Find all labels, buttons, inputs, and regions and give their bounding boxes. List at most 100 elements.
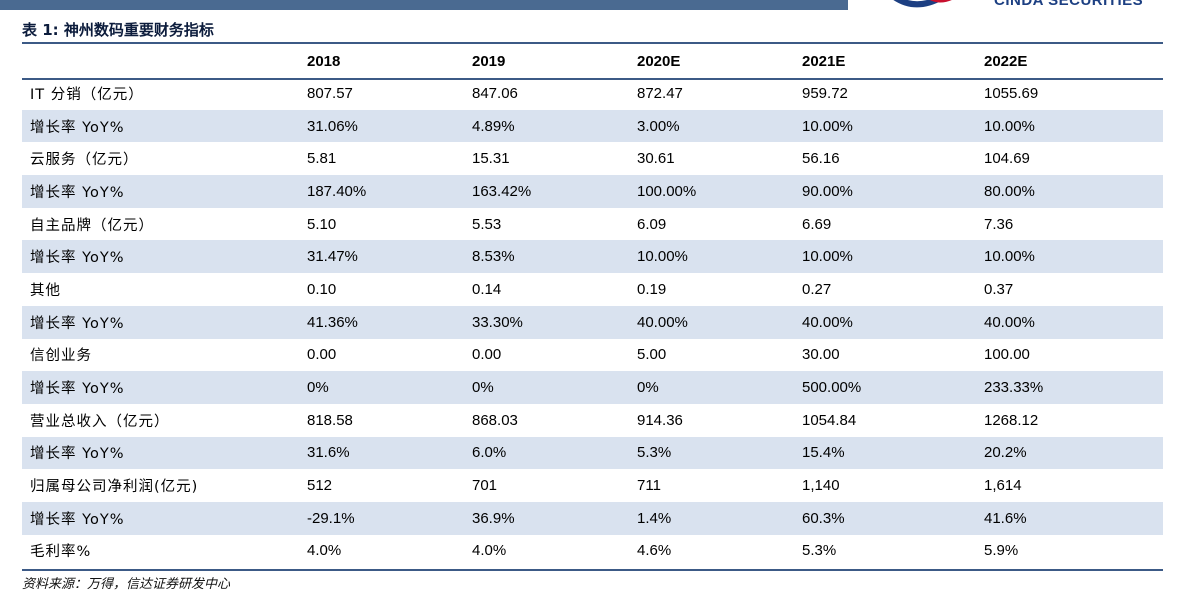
row-label: 增长率 YoY%	[22, 109, 299, 143]
bottom-rule	[22, 569, 1163, 571]
table-cell: 90.00%	[794, 175, 976, 208]
table-cell: 104.69	[984, 150, 1030, 168]
table-cell: 40.00%	[629, 305, 794, 339]
table-cell: 0%	[629, 371, 794, 404]
table-cell: 41.36%	[299, 305, 464, 339]
table-cell: 187.40%	[299, 175, 464, 208]
table-row: 增长率 YoY% 31.06% 4.89% 3.00% 10.00% 10.00%	[22, 109, 1163, 143]
table-cell: 914.36	[637, 411, 683, 429]
table-row: 归属母公司净利润(亿元) 512 701 711 1,140 1,614	[22, 469, 1163, 502]
table-cell: 33.30%	[464, 305, 629, 339]
table-cell: 31.6%	[299, 436, 464, 470]
header-rule	[22, 78, 1163, 80]
table-cell: 163.42%	[464, 175, 629, 208]
table-cell: 807.57	[307, 84, 353, 102]
logo-text: CINDA SECURITIES	[994, 0, 1144, 9]
table-body: IT 分销（亿元） 807.57 847.06 872.47 959.72 1055.69…	[22, 77, 1163, 567]
table-cell: 6.09	[637, 215, 667, 233]
table-cell: 15.4%	[794, 436, 976, 470]
table-cell: 10.00%	[976, 109, 1163, 143]
table-cell: 1,614	[984, 477, 1022, 495]
row-label: 增长率 YoY%	[22, 436, 299, 470]
table-cell: 41.6%	[976, 501, 1163, 535]
table-cell: 959.72	[802, 84, 848, 102]
table-cell: 0.19	[637, 280, 667, 298]
table-cell: 872.47	[637, 84, 683, 102]
table-cell: 6.0%	[464, 436, 629, 470]
table-cell: 100.00	[984, 346, 1030, 364]
table-cell: 818.58	[307, 411, 353, 429]
table-cell: 1268.12	[984, 411, 1039, 429]
table-caption: 表 1: 神州数码重要财务指标	[22, 21, 214, 39]
table-cell: 36.9%	[464, 501, 629, 535]
table-cell: 10.00%	[976, 240, 1163, 274]
table-header-row: 2018 2019 2020E 2021E 2022E	[22, 45, 1163, 77]
table-row: 增长率 YoY% 187.40% 163.42% 100.00% 90.00% 80.00…	[22, 175, 1163, 208]
table-cell: 3.00%	[629, 109, 794, 143]
table-row: 信创业务 0.00 0.00 5.00 30.00 100.00	[22, 339, 1163, 372]
column-header: 2022E	[984, 52, 1028, 70]
row-label: 毛利率%	[30, 544, 92, 561]
table-cell: 0.14	[472, 280, 502, 298]
table-row: 营业总收入（亿元） 818.58 868.03 914.36 1054.84 1268.1…	[22, 404, 1163, 437]
row-label: 信创业务	[30, 348, 92, 365]
row-label: 其他	[30, 282, 61, 299]
row-label: 云服务（亿元）	[30, 152, 139, 169]
table-row: 增长率 YoY% -29.1% 36.9% 1.4% 60.3% 41.6%	[22, 501, 1163, 535]
table-row: 其他 0.10 0.14 0.19 0.27 0.37	[22, 273, 1163, 306]
table-cell: 1055.69	[984, 84, 1039, 102]
table-cell: 10.00%	[794, 109, 976, 143]
table-cell: 0%	[464, 371, 629, 404]
row-label: 增长率 YoY%	[22, 240, 299, 274]
table-cell: 701	[472, 477, 498, 495]
column-header: 2019	[472, 52, 506, 70]
table-cell: 500.00%	[794, 371, 976, 404]
column-header-label	[22, 45, 299, 77]
table-cell: 5.3%	[629, 436, 794, 470]
column-header: 2021E	[802, 52, 846, 70]
row-label: IT 分销（亿元）	[30, 86, 144, 103]
table-row: 自主品牌（亿元） 5.10 5.53 6.09 6.69 7.36	[22, 208, 1163, 241]
table-cell: 5.81	[307, 150, 337, 168]
table-cell: 233.33%	[976, 371, 1163, 404]
row-label: 增长率 YoY%	[22, 501, 299, 535]
table-cell: 8.53%	[464, 240, 629, 274]
table-cell: 100.00%	[629, 175, 794, 208]
table-cell: -29.1%	[299, 501, 464, 535]
table-cell: 1,140	[802, 477, 840, 495]
table-cell: 0%	[299, 371, 464, 404]
table-cell: 1.4%	[629, 501, 794, 535]
table-row: 云服务（亿元） 5.81 15.31 30.61 56.16 104.69	[22, 142, 1163, 175]
table-cell: 31.06%	[299, 109, 464, 143]
table-cell: 10.00%	[629, 240, 794, 274]
row-label: 增长率 YoY%	[22, 371, 299, 404]
table-cell: 4.0%	[472, 542, 507, 560]
row-label: 归属母公司净利润(亿元)	[30, 479, 199, 496]
top-rule	[22, 42, 1163, 44]
table-cell: 5.10	[307, 215, 337, 233]
table-cell: 15.31	[472, 150, 510, 168]
table-cell: 868.03	[472, 411, 518, 429]
table-cell: 7.36	[984, 215, 1014, 233]
table-row: 增长率 YoY% 41.36% 33.30% 40.00% 40.00% 40.00%	[22, 305, 1163, 339]
logo-arc-icon	[893, 0, 952, 8]
table-row: 增长率 YoY% 31.47% 8.53% 10.00% 10.00% 10.00%	[22, 240, 1163, 274]
table-cell: 5.00	[637, 346, 667, 364]
table-cell: 0.27	[802, 280, 832, 298]
table-cell: 30.61	[637, 150, 675, 168]
row-label: 增长率 YoY%	[22, 305, 299, 339]
header-bar	[0, 0, 848, 10]
table-cell: 30.00	[802, 346, 840, 364]
source-note: 资料来源：万得，信达证券研发中心	[22, 577, 231, 592]
table-cell: 0.00	[307, 346, 337, 364]
table-cell: 512	[307, 477, 333, 495]
table-row: 增长率 YoY% 0% 0% 0% 500.00% 233.33%	[22, 371, 1163, 404]
table-row: 毛利率% 4.0% 4.0% 4.6% 5.3% 5.9%	[22, 535, 1163, 568]
column-header: 2020E	[637, 52, 681, 70]
table-cell: 10.00%	[794, 240, 976, 274]
table-cell: 56.16	[802, 150, 840, 168]
table-cell: 31.47%	[299, 240, 464, 274]
table-cell: 711	[637, 477, 661, 495]
table-row: 增长率 YoY% 31.6% 6.0% 5.3% 15.4% 20.2%	[22, 436, 1163, 470]
table-cell: 0.10	[307, 280, 337, 298]
